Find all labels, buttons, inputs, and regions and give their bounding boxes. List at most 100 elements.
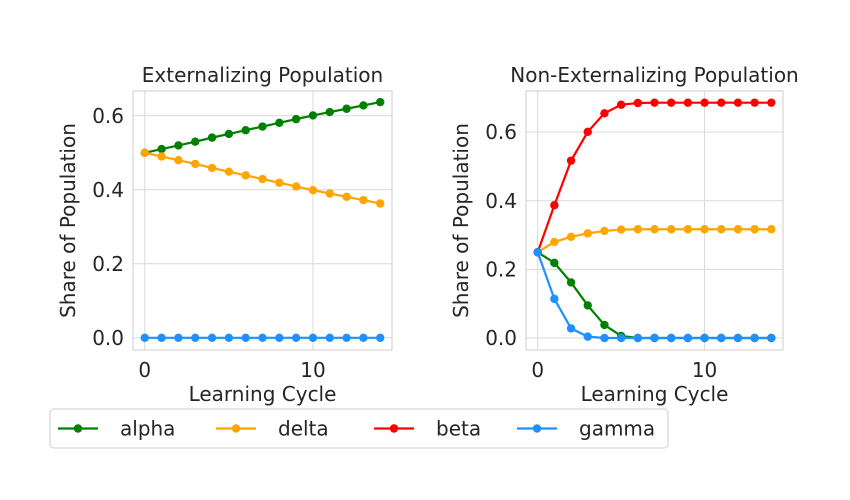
data-point-beta bbox=[666, 98, 676, 107]
data-point-beta bbox=[750, 98, 759, 107]
data-point-alpha bbox=[600, 320, 609, 330]
data-point-delta bbox=[174, 155, 183, 165]
data-point-alpha bbox=[224, 129, 234, 139]
data-point-alpha bbox=[308, 111, 318, 120]
data-point-gamma bbox=[717, 333, 726, 343]
data-point-gamma bbox=[275, 333, 284, 342]
data-point-gamma bbox=[224, 333, 234, 342]
data-point-gamma bbox=[241, 333, 250, 342]
chart-panel-non-externalizing: 0 10 0.0 0.2 0.4 0.6 Non-Externalizing Populat… bbox=[449, 63, 799, 406]
data-point-delta bbox=[550, 237, 559, 247]
x-tick-label: 10 bbox=[300, 358, 325, 382]
data-point-delta bbox=[583, 229, 592, 238]
data-point-beta bbox=[583, 127, 592, 137]
data-point-alpha bbox=[275, 118, 284, 128]
data-point-beta bbox=[600, 109, 609, 118]
y-tick-label: 0.0 bbox=[485, 326, 517, 350]
data-point-gamma bbox=[583, 332, 592, 341]
data-point-gamma bbox=[376, 333, 385, 342]
data-point-beta bbox=[733, 98, 743, 107]
data-point-gamma bbox=[750, 333, 759, 343]
data-point-delta bbox=[224, 167, 234, 176]
data-point-gamma bbox=[616, 333, 626, 343]
data-point-alpha bbox=[550, 258, 559, 268]
data-point-alpha bbox=[258, 122, 267, 131]
data-point-delta bbox=[733, 225, 743, 234]
data-point-gamma bbox=[566, 324, 576, 333]
data-point-beta bbox=[616, 100, 626, 109]
data-point-beta bbox=[650, 98, 659, 107]
data-point-delta bbox=[258, 174, 267, 184]
data-point-delta bbox=[750, 225, 759, 234]
y-tick-label: 0.6 bbox=[485, 120, 517, 144]
chart-title: Non-Externalizing Population bbox=[510, 63, 799, 87]
data-point-delta bbox=[376, 199, 385, 208]
data-point-delta bbox=[275, 178, 284, 187]
data-point-alpha bbox=[325, 107, 334, 117]
data-point-gamma bbox=[140, 333, 149, 342]
data-point-beta bbox=[550, 201, 559, 210]
chart-panel-externalizing: 0 10 0.0 0.2 0.4 0.6 Externalizing Population L… bbox=[56, 63, 393, 406]
data-point-alpha bbox=[191, 137, 200, 146]
data-point-delta bbox=[140, 148, 149, 157]
data-point-gamma bbox=[291, 333, 301, 342]
x-axis-label: Learning Cycle bbox=[189, 382, 337, 406]
data-point-gamma bbox=[650, 333, 659, 343]
data-point-gamma bbox=[666, 333, 676, 343]
data-point-gamma bbox=[767, 333, 776, 343]
data-point-alpha bbox=[583, 301, 592, 310]
data-point-alpha bbox=[376, 97, 385, 107]
data-point-beta bbox=[767, 98, 776, 107]
plot-frame bbox=[132, 90, 393, 351]
legend-marker-gamma bbox=[532, 424, 542, 433]
x-axis-label: Learning Cycle bbox=[581, 382, 729, 406]
data-point-delta bbox=[700, 225, 709, 234]
data-point-gamma bbox=[258, 333, 267, 342]
data-point-delta bbox=[291, 182, 301, 191]
data-point-delta bbox=[157, 152, 166, 161]
data-point-delta bbox=[325, 189, 334, 198]
data-point-gamma bbox=[600, 333, 609, 343]
data-point-alpha bbox=[359, 101, 368, 110]
data-point-beta bbox=[717, 98, 726, 107]
data-point-alpha bbox=[241, 126, 250, 135]
x-tick-label: 10 bbox=[692, 358, 717, 382]
data-point-alpha bbox=[291, 114, 301, 124]
y-tick-label: 0.4 bbox=[485, 189, 517, 213]
y-tick-label: 0.2 bbox=[485, 257, 517, 281]
data-point-gamma bbox=[733, 333, 743, 343]
data-point-alpha bbox=[157, 144, 166, 154]
data-point-alpha bbox=[566, 278, 576, 287]
data-point-gamma bbox=[325, 333, 334, 342]
legend-box bbox=[49, 408, 669, 449]
y-tick-label: 0.6 bbox=[92, 104, 124, 128]
data-point-alpha bbox=[342, 104, 351, 113]
data-point-delta bbox=[767, 225, 776, 234]
y-tick-label: 0.0 bbox=[92, 326, 124, 350]
legend-label-beta: beta bbox=[436, 417, 481, 441]
data-point-gamma bbox=[342, 333, 351, 342]
chart-title: Externalizing Population bbox=[142, 63, 383, 87]
data-point-alpha bbox=[207, 133, 217, 142]
plot-frame bbox=[525, 90, 784, 351]
y-tick-label: 0.2 bbox=[92, 252, 124, 276]
data-point-gamma bbox=[308, 333, 318, 342]
data-point-delta bbox=[633, 225, 643, 234]
data-point-delta bbox=[308, 185, 318, 195]
data-point-delta bbox=[359, 195, 368, 205]
data-point-delta bbox=[207, 163, 217, 173]
y-axis-label: Share of Population bbox=[56, 123, 80, 318]
data-point-delta bbox=[616, 225, 626, 234]
legend-marker-delta bbox=[231, 424, 241, 433]
data-point-beta bbox=[566, 156, 576, 165]
x-tick-label: 0 bbox=[138, 358, 151, 382]
data-point-delta bbox=[717, 225, 726, 234]
data-point-alpha bbox=[174, 141, 183, 150]
data-point-delta bbox=[241, 171, 250, 180]
legend: alpha delta beta gamma bbox=[49, 408, 669, 449]
data-point-delta bbox=[191, 159, 200, 169]
legend-label-alpha: alpha bbox=[120, 417, 175, 441]
data-point-gamma bbox=[533, 248, 542, 257]
data-point-gamma bbox=[157, 333, 166, 342]
data-point-delta bbox=[683, 225, 693, 234]
